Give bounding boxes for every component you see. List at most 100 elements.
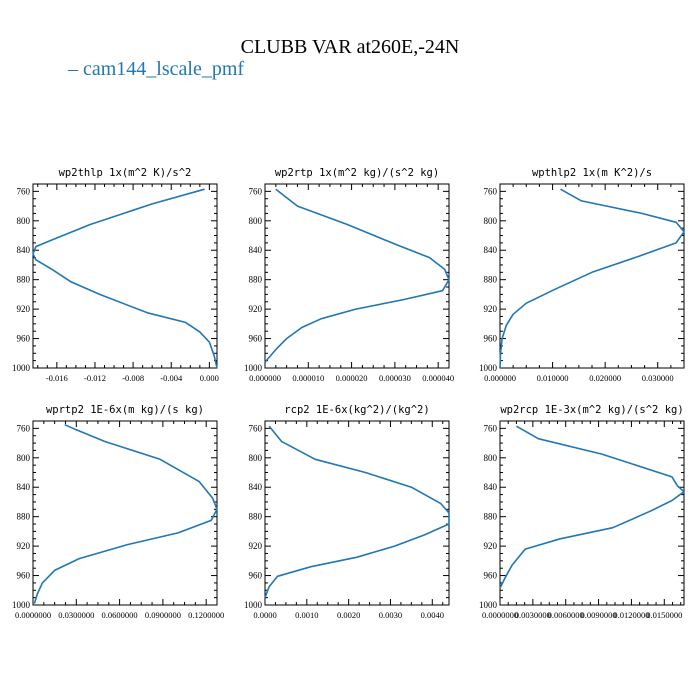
- x-tick-label: 0.0030: [379, 610, 402, 620]
- chart-panel-5: rcp2 1E-6x(kg^2)/(kg^2) 760 800 840 880 920 96…: [244, 404, 450, 620]
- y-tick-label: 880: [484, 512, 498, 522]
- x-tick-label: -0.004: [160, 373, 183, 383]
- x-tick-label: 0.1200000: [188, 610, 224, 620]
- y-tick-label: 760: [17, 186, 31, 196]
- x-tick-label: 0.0120000: [613, 610, 649, 620]
- y-tick-label: 920: [484, 304, 498, 314]
- x-tick-label: -0.008: [122, 373, 144, 383]
- y-tick-label: 760: [17, 423, 31, 433]
- x-tick-label: 0.030000: [642, 373, 674, 383]
- y-tick-label: 1000: [479, 363, 498, 373]
- x-tick-label: 0.000020: [336, 373, 368, 383]
- legend-line-marker: –: [68, 58, 83, 80]
- y-tick-label: 1000: [12, 363, 31, 373]
- series-line: [499, 425, 685, 589]
- plot-frame: [264, 183, 450, 369]
- x-tick-label: 0.0000000: [482, 610, 518, 620]
- panel-title: wpthlp2 1x(m K^2)/s: [532, 167, 652, 179]
- x-tick-label: 0.0040: [421, 610, 444, 620]
- x-tick-label: 0.000: [200, 373, 219, 383]
- y-tick-label: 840: [484, 482, 498, 492]
- series-line: [33, 423, 218, 604]
- y-tick-label: 960: [17, 334, 31, 344]
- x-tick-label: 0.000000: [484, 373, 516, 383]
- y-tick-label: 760: [484, 423, 498, 433]
- y-tick-label: 960: [484, 571, 498, 581]
- x-tick-label: 0.0020: [337, 610, 360, 620]
- x-tick-label: -0.012: [84, 373, 106, 383]
- y-tick-label: 1000: [244, 600, 263, 610]
- y-tick-label: 960: [249, 571, 263, 581]
- y-tick-label: 800: [17, 453, 31, 463]
- y-tick-label: 760: [249, 186, 263, 196]
- legend: – cam144_lscale_pmf: [68, 58, 244, 81]
- y-tick-label: 800: [484, 453, 498, 463]
- x-tick-label: 0.0000: [253, 610, 276, 620]
- panel-title: wp2rcp 1E-3x(m^2 kg)/(s^2 kg): [500, 404, 683, 416]
- y-tick-label: 800: [249, 216, 263, 226]
- x-tick-label: 0.000000: [249, 373, 281, 383]
- plot-frame: [32, 183, 218, 369]
- page-title: CLUBB VAR at260E,-24N: [240, 36, 460, 58]
- y-tick-label: 840: [249, 482, 263, 492]
- series-line: [264, 425, 450, 598]
- y-tick-label: 840: [484, 245, 498, 255]
- y-tick-label: 960: [484, 334, 498, 344]
- x-tick-label: 0.000010: [292, 373, 324, 383]
- plot-frame: [499, 183, 685, 369]
- plot-frame: [32, 420, 218, 606]
- x-tick-label: 0.000040: [422, 373, 454, 383]
- y-tick-label: 760: [484, 186, 498, 196]
- y-tick-label: 880: [17, 275, 31, 285]
- y-tick-label: 800: [249, 453, 263, 463]
- x-tick-label: 0.0090000: [581, 610, 617, 620]
- x-tick-label: 0.0600000: [102, 610, 138, 620]
- y-tick-label: 920: [249, 541, 263, 551]
- chart-panel-2: wp2rtp 1x(m^2 kg)/(s^2 kg) 760 800 840 880 92…: [244, 167, 454, 383]
- series-line: [32, 188, 218, 369]
- y-tick-label: 880: [17, 512, 31, 522]
- x-tick-label: 0.0900000: [145, 610, 181, 620]
- y-tick-label: 880: [484, 275, 498, 285]
- x-tick-label: 0.0030000: [515, 610, 551, 620]
- plot-frame: [499, 420, 685, 606]
- x-tick-label: 0.0060000: [548, 610, 584, 620]
- x-tick-label: 0.0000000: [15, 610, 51, 620]
- y-tick-label: 960: [17, 571, 31, 581]
- y-tick-label: 920: [484, 541, 498, 551]
- y-tick-label: 1000: [244, 363, 263, 373]
- chart-panel-1: wp2thlp 1x(m^2 K)/s^2 760 800 840 880 920 960 1…: [12, 167, 219, 383]
- series-line: [499, 188, 685, 369]
- x-tick-label: 0.010000: [537, 373, 569, 383]
- y-tick-label: 840: [249, 245, 263, 255]
- y-tick-label: 880: [249, 512, 263, 522]
- y-tick-label: 920: [249, 304, 263, 314]
- panel-title: wprtp2 1E-6x(m kg)/(s kg): [46, 404, 204, 416]
- x-tick-label: 0.0300000: [58, 610, 94, 620]
- x-tick-label: 0.020000: [589, 373, 621, 383]
- y-tick-label: 880: [249, 275, 263, 285]
- y-tick-label: 840: [17, 482, 31, 492]
- y-tick-label: 760: [249, 423, 263, 433]
- y-tick-label: 920: [17, 304, 31, 314]
- chart-panel-4: wprtp2 1E-6x(m kg)/(s kg) 760 800 840 880 920…: [12, 404, 224, 620]
- x-tick-label: 0.000030: [379, 373, 411, 383]
- chart-panel-3: wpthlp2 1x(m K^2)/s 760 800 840 880 920 960 100…: [479, 167, 685, 383]
- y-tick-label: 960: [249, 334, 263, 344]
- y-tick-label: 1000: [12, 600, 31, 610]
- y-tick-label: 840: [17, 245, 31, 255]
- panel-title: rcp2 1E-6x(kg^2)/(kg^2): [284, 404, 429, 416]
- series-line: [264, 188, 450, 363]
- y-tick-label: 920: [17, 541, 31, 551]
- panel-title: wp2thlp 1x(m^2 K)/s^2: [59, 167, 192, 179]
- y-tick-label: 1000: [479, 600, 498, 610]
- legend-series-name: cam144_lscale_pmf: [83, 58, 245, 80]
- panel-title: wp2rtp 1x(m^2 kg)/(s^2 kg): [275, 167, 439, 179]
- chart-panel-6: wp2rcp 1E-3x(m^2 kg)/(s^2 kg)760 800 840 88…: [479, 404, 685, 620]
- x-tick-label: 0.0010: [295, 610, 318, 620]
- x-tick-label: 0.0150000: [646, 610, 682, 620]
- plot-frame: [264, 420, 450, 606]
- x-tick-label: -0.016: [46, 373, 68, 383]
- y-tick-label: 800: [17, 216, 31, 226]
